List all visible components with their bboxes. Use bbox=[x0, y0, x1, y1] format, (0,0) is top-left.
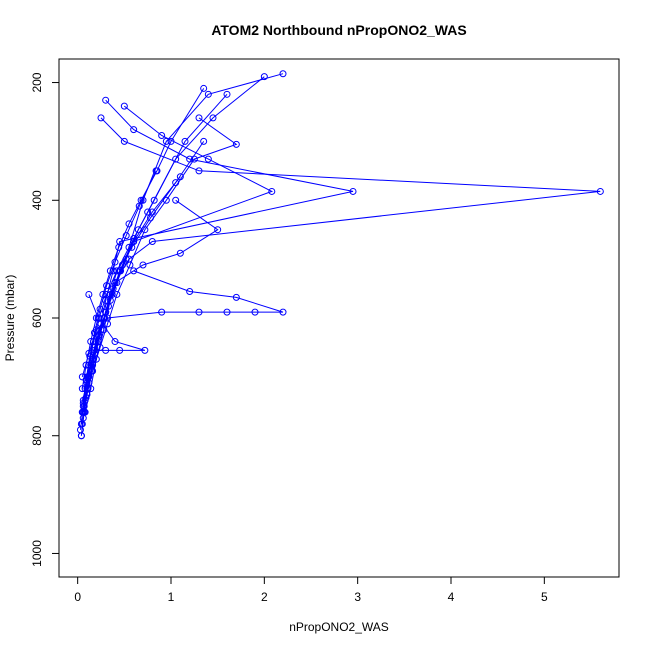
data-point bbox=[260, 73, 268, 81]
data-point bbox=[116, 346, 124, 354]
data-point bbox=[181, 137, 189, 145]
x-tick-label: 5 bbox=[541, 590, 548, 604]
data-point bbox=[125, 220, 133, 228]
data-point bbox=[102, 346, 110, 354]
data-point bbox=[113, 290, 121, 298]
data-point bbox=[111, 338, 119, 346]
plot-series bbox=[76, 70, 604, 440]
data-point bbox=[176, 173, 184, 181]
data-point bbox=[172, 155, 180, 163]
y-axis-label: Pressure (mbar) bbox=[3, 275, 17, 362]
data-point bbox=[77, 432, 85, 440]
data-point bbox=[223, 90, 231, 98]
data-point bbox=[104, 320, 112, 328]
data-point bbox=[130, 126, 138, 134]
data-point bbox=[172, 196, 180, 204]
data-point bbox=[103, 290, 111, 298]
data-point bbox=[279, 70, 287, 78]
y-tick-label: 600 bbox=[30, 308, 44, 328]
data-point bbox=[172, 179, 180, 187]
data-point bbox=[148, 237, 156, 245]
data-point bbox=[251, 308, 259, 316]
data-point bbox=[204, 90, 212, 98]
data-point bbox=[109, 285, 117, 293]
data-point bbox=[232, 140, 240, 148]
data-point bbox=[126, 261, 134, 269]
data-point bbox=[186, 288, 194, 296]
series-line bbox=[82, 117, 238, 419]
data-point bbox=[77, 420, 85, 428]
data-point bbox=[141, 346, 149, 354]
data-point bbox=[349, 187, 357, 195]
data-point bbox=[130, 235, 138, 243]
x-tick-label: 1 bbox=[168, 590, 175, 604]
data-point bbox=[158, 308, 166, 316]
data-point bbox=[96, 305, 104, 313]
x-axis: 0 1 2 3 4 5 bbox=[74, 576, 548, 604]
data-point bbox=[97, 114, 105, 122]
data-point bbox=[85, 290, 93, 298]
data-point bbox=[113, 267, 121, 275]
data-point bbox=[200, 84, 208, 92]
data-point bbox=[150, 196, 158, 204]
data-point bbox=[214, 226, 222, 234]
series-profile-12 bbox=[80, 90, 231, 410]
data-point bbox=[144, 208, 152, 216]
data-point bbox=[200, 137, 208, 145]
data-point bbox=[130, 267, 138, 275]
series-profile-14 bbox=[78, 137, 208, 416]
data-point bbox=[223, 308, 231, 316]
data-point bbox=[102, 96, 110, 104]
data-point bbox=[81, 385, 89, 393]
y-tick-label: 800 bbox=[30, 425, 44, 445]
data-point bbox=[209, 114, 217, 122]
y-tick-label: 1000 bbox=[30, 540, 44, 567]
y-tick-label: 200 bbox=[30, 72, 44, 92]
data-point bbox=[139, 261, 147, 269]
data-point bbox=[135, 202, 143, 210]
chart-title: ATOM2 Northbound nPropONO2_WAS bbox=[211, 22, 466, 38]
data-point bbox=[111, 258, 119, 266]
series-line bbox=[82, 76, 265, 401]
data-point bbox=[279, 308, 287, 316]
data-point bbox=[128, 243, 136, 251]
data-point bbox=[176, 249, 184, 257]
x-tick-label: 0 bbox=[74, 590, 81, 604]
data-point bbox=[146, 214, 154, 222]
data-point bbox=[596, 187, 604, 195]
data-point bbox=[102, 308, 110, 316]
data-point bbox=[204, 155, 212, 163]
data-point bbox=[195, 308, 203, 316]
data-point bbox=[167, 137, 175, 145]
data-point bbox=[162, 137, 170, 145]
data-point bbox=[85, 361, 93, 369]
series-line bbox=[81, 141, 205, 413]
y-axis: 200 400 600 800 1000 bbox=[30, 72, 60, 567]
x-tick-label: 4 bbox=[448, 590, 455, 604]
data-point bbox=[103, 282, 111, 290]
data-point bbox=[120, 102, 128, 110]
data-point bbox=[268, 187, 276, 195]
data-point bbox=[195, 167, 203, 175]
data-point bbox=[95, 314, 103, 322]
data-point bbox=[78, 408, 86, 416]
y-tick-label: 400 bbox=[30, 190, 44, 210]
data-point bbox=[195, 114, 203, 122]
x-axis-label: nPropONO2_WAS bbox=[289, 620, 389, 634]
data-point bbox=[120, 137, 128, 145]
data-point bbox=[232, 293, 240, 301]
series-line bbox=[83, 93, 228, 407]
data-point bbox=[90, 338, 98, 346]
x-tick-label: 3 bbox=[354, 590, 361, 604]
x-tick-label: 2 bbox=[261, 590, 268, 604]
data-point bbox=[158, 132, 166, 140]
data-point bbox=[152, 167, 160, 175]
data-point bbox=[122, 232, 130, 240]
